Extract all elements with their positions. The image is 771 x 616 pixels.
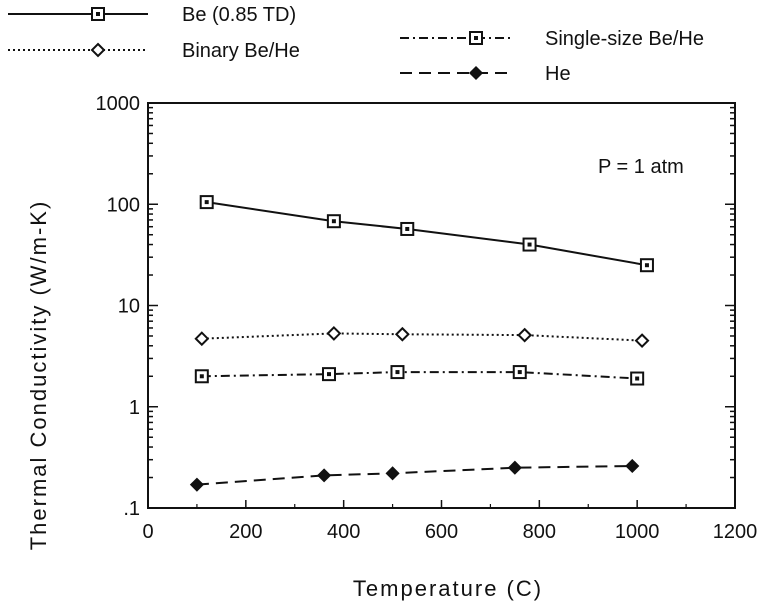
legend-marker <box>468 65 484 81</box>
data-point <box>394 326 410 342</box>
legend-label: Single-size Be/He <box>545 28 704 50</box>
data-point-center <box>635 376 640 381</box>
x-tick-label: 800 <box>523 521 556 543</box>
series-line <box>206 201 648 267</box>
y-tick-label: 10 <box>118 296 140 318</box>
data-point-center <box>644 263 649 268</box>
data-point <box>189 477 204 492</box>
x-tick-label: 1000 <box>615 521 660 543</box>
legend-entry: Binary Be/He <box>8 40 300 62</box>
series-line <box>201 332 643 342</box>
data-point-center <box>326 372 331 377</box>
legend-entry: He <box>400 63 571 85</box>
data-point <box>194 331 210 347</box>
data-point-center <box>199 374 204 379</box>
series-line <box>196 464 633 486</box>
series-2 <box>194 365 645 386</box>
x-tick-label: 600 <box>425 521 458 543</box>
legend-marker <box>90 42 106 58</box>
series-layer <box>189 195 654 492</box>
x-tick-label: 200 <box>229 521 262 543</box>
series-1 <box>194 326 650 349</box>
data-point <box>625 458 640 474</box>
legend: Be (0.85 TD) Binary Be/He Single-size Be/H… <box>8 4 704 85</box>
data-point-center <box>395 370 400 375</box>
data-point-center <box>527 242 532 247</box>
legend-marker-center <box>474 36 478 40</box>
y-tick-label: 100 <box>107 194 140 216</box>
x-tick-label: 400 <box>327 521 360 543</box>
data-point-center <box>405 226 410 231</box>
data-point <box>517 327 533 343</box>
y-axis-title: Thermal Conductivity (W/m-K) <box>26 200 51 551</box>
data-point <box>385 466 400 481</box>
legend-label: Be (0.85 TD) <box>182 4 296 26</box>
y-tick-label: 1000 <box>96 93 141 115</box>
data-point <box>326 326 342 341</box>
legend-label: Binary Be/He <box>182 40 300 62</box>
y-tick-label: .1 <box>123 498 140 520</box>
legend-entry: Be (0.85 TD) <box>8 4 296 26</box>
x-axis-title: Temperature (C) <box>353 576 543 601</box>
x-tick-label: 0 <box>142 521 153 543</box>
legend-marker-center <box>96 12 100 16</box>
x-tick-label: 1200 <box>713 521 758 543</box>
series-0 <box>199 195 654 273</box>
data-point <box>634 333 650 349</box>
legend-label: He <box>545 63 571 85</box>
series-3 <box>189 458 640 492</box>
data-point-center <box>517 370 522 375</box>
data-point-center <box>204 200 209 205</box>
pressure-annotation: P = 1 atm <box>598 156 684 178</box>
series-line <box>201 371 638 380</box>
data-point <box>317 468 332 483</box>
data-point <box>507 460 522 475</box>
legend-entry: Single-size Be/He <box>400 28 704 50</box>
tick-layer: .1 1 10 100 1000 0 200 400 600 800 1000 1200 <box>96 93 758 543</box>
data-point-center <box>331 219 336 224</box>
y-tick-label: 1 <box>129 397 140 419</box>
